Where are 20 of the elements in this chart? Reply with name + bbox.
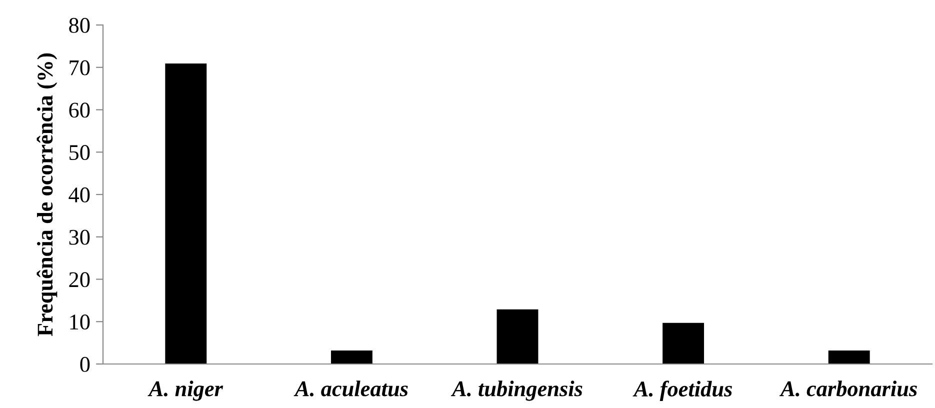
y-tick-label: 20 xyxy=(69,272,90,288)
bar xyxy=(828,350,870,364)
x-tick-label: A. carbonarius xyxy=(779,380,917,396)
y-tick-label: 50 xyxy=(70,145,90,160)
bar xyxy=(165,64,207,364)
bar xyxy=(330,350,372,364)
y-tick-label: 80 xyxy=(69,18,90,33)
x-tick-label: A. tubingensis xyxy=(450,380,582,401)
bar xyxy=(496,309,538,364)
x-tick-label: A. aculeatus xyxy=(294,380,408,396)
y-tick-label: 30 xyxy=(69,230,90,245)
x-tick-label: A. niger xyxy=(148,380,224,401)
y-tick-label: 40 xyxy=(68,187,90,202)
y-tick-label: 70 xyxy=(70,60,90,76)
y-tick-label: 10 xyxy=(70,314,90,330)
bar xyxy=(662,322,704,364)
y-tick-label: 60 xyxy=(69,102,90,118)
y-tick-label: 0 xyxy=(80,356,90,372)
y-axis-title: Frequência de ocorrência (%) xyxy=(36,53,58,336)
x-tick-label: A. foetidus xyxy=(632,380,732,402)
